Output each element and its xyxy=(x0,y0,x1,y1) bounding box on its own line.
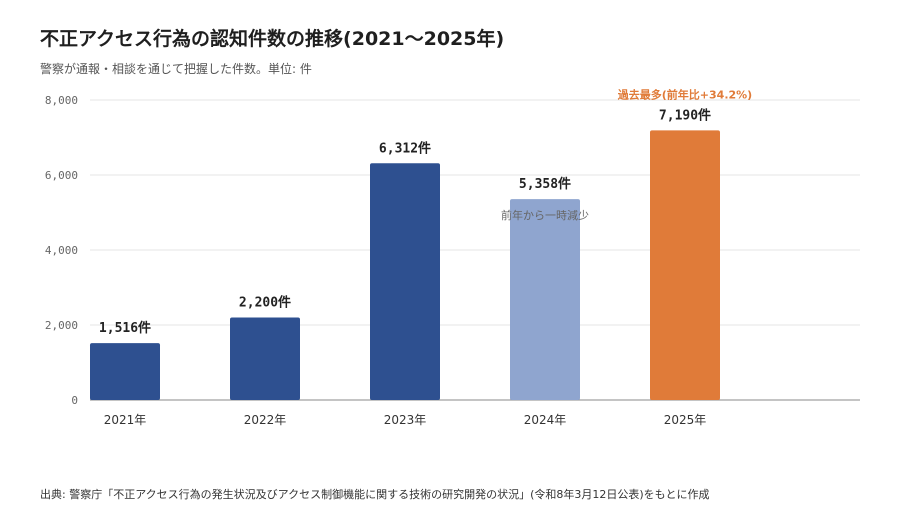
annotation-decrease: 前年から一時減少 xyxy=(501,208,589,222)
data-label: 6,312件 xyxy=(379,140,431,156)
y-tick-label: 0 xyxy=(71,394,78,407)
x-tick-label: 2025年 xyxy=(664,413,707,427)
x-tick-label: 2023年 xyxy=(384,413,427,427)
bar xyxy=(510,199,580,400)
bar xyxy=(90,343,160,400)
source-note: 出典: 警察庁「不正アクセス行為の発生状況及びアクセス制御機能に関する技術の研究… xyxy=(40,488,710,501)
bar xyxy=(370,163,440,400)
y-tick-label: 8,000 xyxy=(45,94,78,107)
bar-chart: 0 2,000 4,000 6,000 8,000 1,516件 2021年 2,200件 20… xyxy=(45,87,860,427)
bar xyxy=(230,317,300,400)
bar xyxy=(650,130,720,400)
y-tick-label: 2,000 xyxy=(45,319,78,332)
data-label: 2,200件 xyxy=(239,295,291,311)
x-tick-label: 2021年 xyxy=(104,413,147,427)
chart-subtitle: 警察が通報・相談を通じて把握した件数。単位: 件 xyxy=(40,62,312,76)
y-tick-label: 4,000 xyxy=(45,244,78,257)
data-label: 5,358件 xyxy=(519,176,571,192)
annotation-record-high: 過去最多(前年比+34.2%) xyxy=(617,87,752,101)
x-tick-label: 2024年 xyxy=(524,413,567,427)
y-tick-label: 6,000 xyxy=(45,169,78,182)
data-label: 7,190件 xyxy=(659,107,711,123)
data-label: 1,516件 xyxy=(99,320,151,336)
chart-title: 不正アクセス行為の認知件数の推移(2021〜2025年) xyxy=(40,28,505,50)
x-tick-label: 2022年 xyxy=(244,413,287,427)
